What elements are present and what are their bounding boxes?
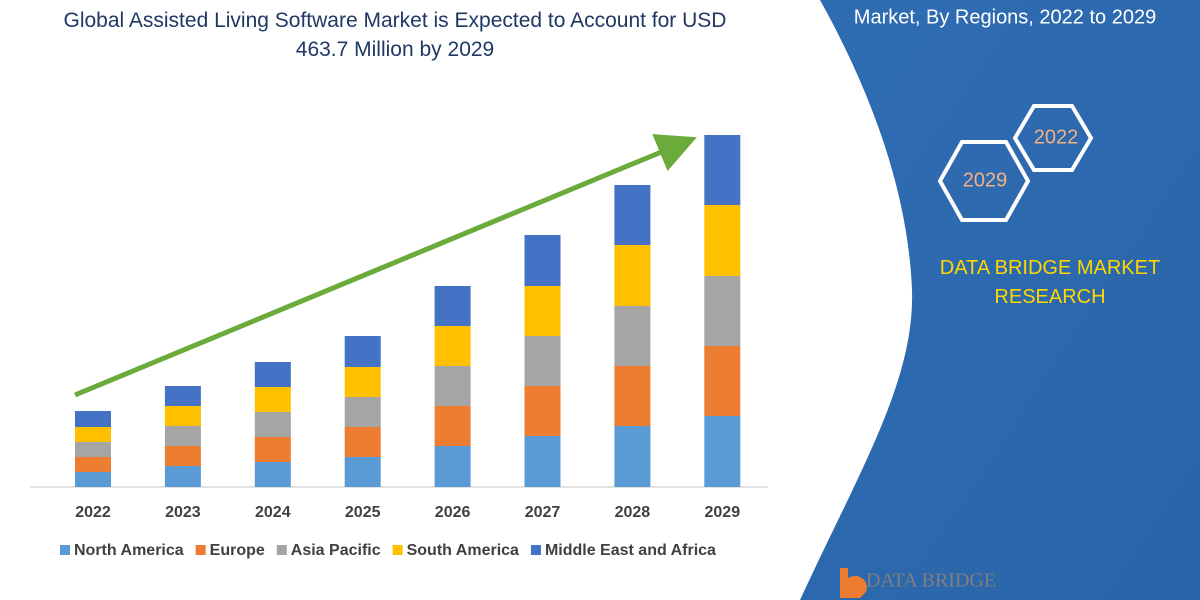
- bar-segment: [254, 462, 291, 487]
- legend-swatch: [60, 545, 70, 555]
- legend-swatch: [530, 545, 541, 555]
- legend-label: Middle East and Africa: [545, 542, 716, 559]
- bar-segment: [344, 367, 381, 397]
- bar-segment: [344, 336, 381, 367]
- bar-segment: [614, 245, 651, 306]
- bar-segment: [75, 457, 111, 472]
- hex-label: 2029: [963, 169, 1008, 191]
- panel-heading: Market, By Regions, 2022 to 2029: [854, 6, 1156, 28]
- x-tick-label: 2025: [345, 504, 381, 521]
- bar-segment: [614, 306, 651, 366]
- bar-segment: [344, 457, 381, 487]
- logo-icon: [840, 568, 867, 598]
- bar-segment: [75, 442, 111, 457]
- brand: DATA BRIDGE MARKET RESEARCH: [939, 257, 1161, 308]
- bar-segment: [434, 406, 471, 446]
- chart-title: Global Assisted Living Software Market i…: [63, 9, 727, 61]
- bar-segment: [164, 426, 201, 446]
- legend-label: North America: [74, 542, 184, 559]
- bar-segment: [614, 185, 651, 245]
- bar-segment: [75, 411, 111, 427]
- legend-swatch: [276, 545, 287, 555]
- bar-segment: [524, 336, 561, 386]
- legend-label: Asia Pacific: [291, 542, 381, 559]
- bar-segment: [344, 397, 381, 427]
- legend-swatch: [195, 545, 206, 555]
- bar-segment: [704, 135, 741, 205]
- bar-segment: [434, 326, 471, 366]
- legend-label: Europe: [210, 542, 265, 559]
- bar-segment: [704, 416, 741, 487]
- bar-segment: [75, 427, 111, 442]
- logo-text: DATA BRIDGE: [866, 570, 996, 592]
- bar-segment: [164, 466, 201, 487]
- bar-segment: [524, 436, 561, 487]
- trend-arrow: [74, 134, 697, 398]
- bar-segment: [614, 366, 651, 426]
- hexagon: [937, 140, 1031, 222]
- hexagon: [1012, 104, 1094, 172]
- hex-label: 2022: [1034, 126, 1079, 148]
- x-tick-label: 2027: [525, 504, 561, 521]
- bar-segment: [704, 205, 741, 276]
- bar-segment: [434, 286, 471, 326]
- bar-segment: [75, 472, 111, 487]
- bar-segment: [254, 362, 291, 387]
- bar-segment: [524, 386, 561, 436]
- bar-segment: [164, 406, 201, 426]
- side-panel: [800, 0, 1200, 600]
- bar-segment: [434, 446, 471, 487]
- x-tick-label: 2028: [615, 504, 651, 521]
- bar-segment: [254, 387, 291, 412]
- bar-segment: [254, 437, 291, 462]
- bar-segment: [164, 446, 201, 466]
- x-tick-label: 2029: [705, 504, 741, 521]
- bar-segment: [524, 235, 561, 286]
- x-tick-label: 2022: [75, 504, 111, 521]
- bar-segment: [614, 426, 651, 487]
- x-tick-label: 2024: [255, 504, 291, 521]
- bar-segment: [164, 386, 201, 406]
- bar-segment: [434, 366, 471, 406]
- legend-swatch: [392, 545, 403, 555]
- bar-segment: [704, 346, 741, 416]
- bar-segment: [524, 286, 561, 336]
- x-tick-label: 2026: [435, 504, 471, 521]
- bar-segment: [344, 427, 381, 457]
- bar-segment: [704, 276, 741, 346]
- x-tick-label: 2023: [165, 504, 201, 521]
- legend-label: South America: [407, 542, 519, 559]
- bar-segment: [254, 412, 291, 437]
